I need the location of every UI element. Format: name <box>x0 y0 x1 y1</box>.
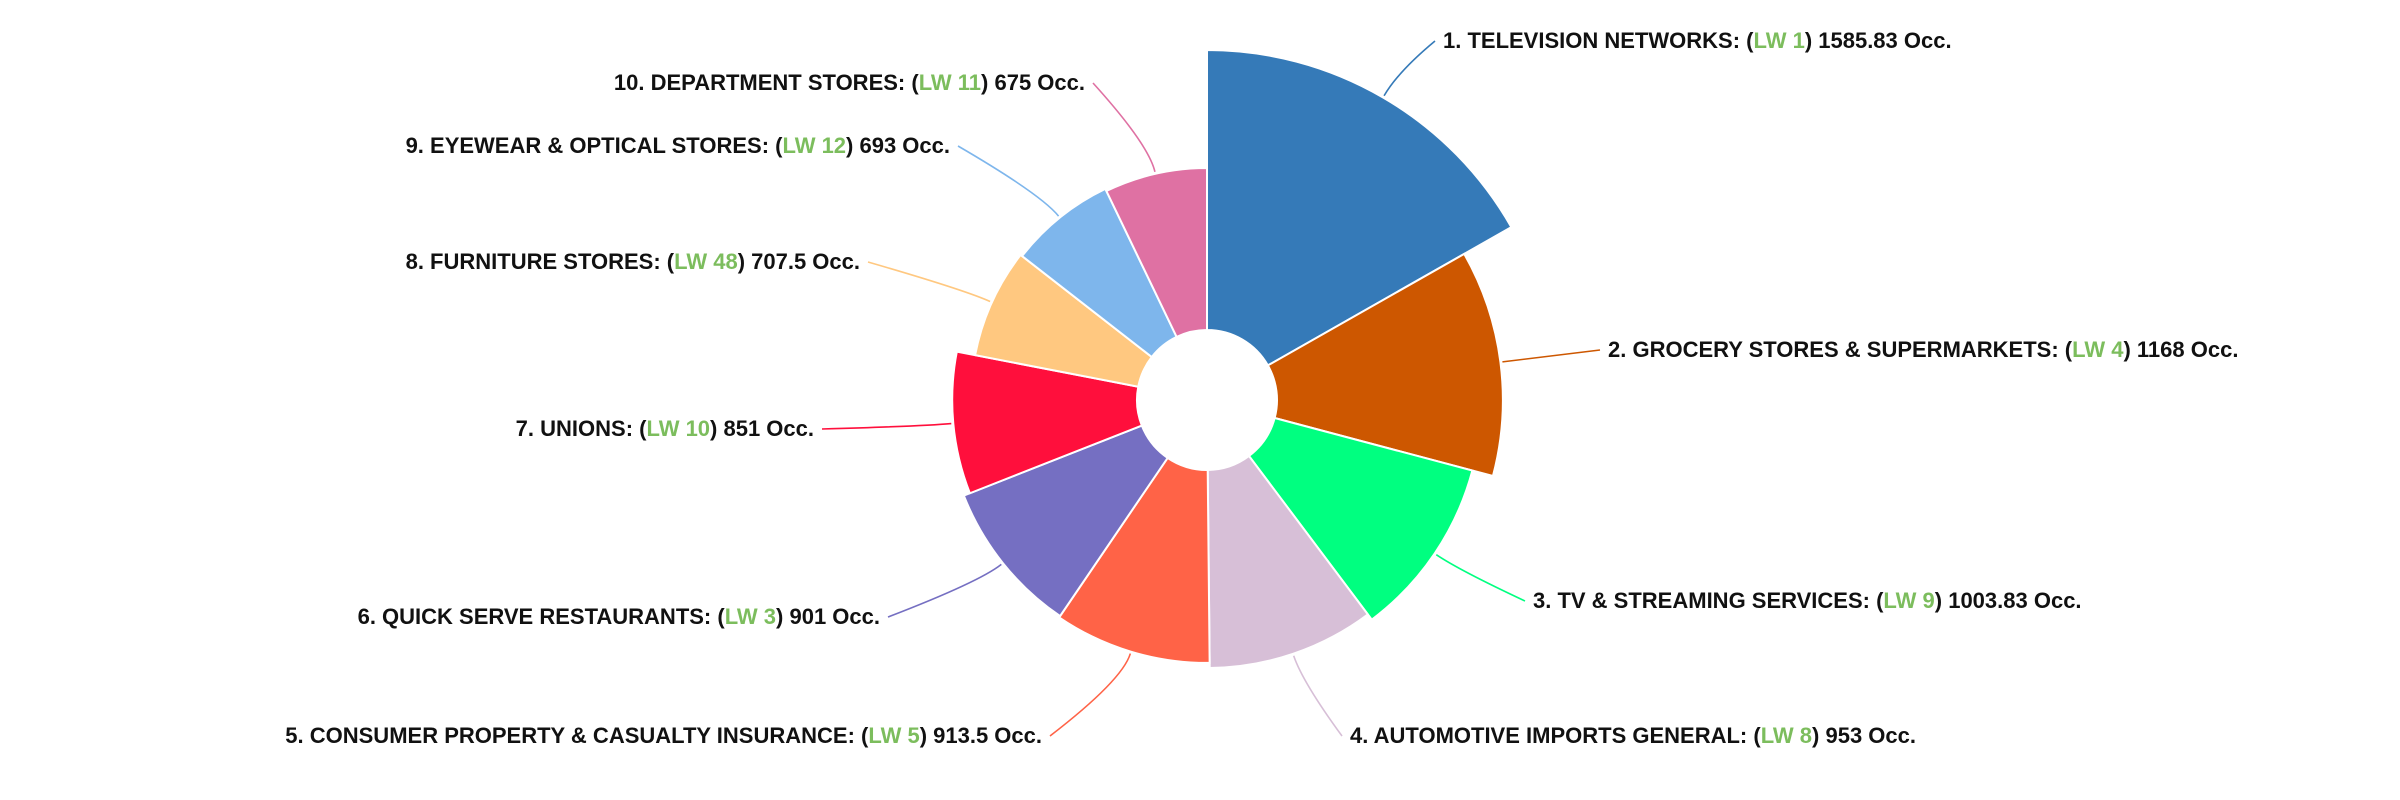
slice-label-value: ) 1168 Occ. <box>2123 337 2238 362</box>
slice-label-name: 8. FURNITURE STORES: ( <box>406 249 675 274</box>
slice-labels: 1. TELEVISION NETWORKS: (LW 1) 1585.83 O… <box>285 28 2238 748</box>
leader-line-4 <box>1292 655 1343 737</box>
pie-slice-2[interactable] <box>1266 252 1504 478</box>
slice-label-lw: LW 11 <box>919 70 981 95</box>
slice-label-9: 9. EYEWEAR & OPTICAL STORES: (LW 12) 693… <box>406 133 950 158</box>
leader-line-8 <box>867 261 991 303</box>
pie-slice-1[interactable] <box>1206 48 1513 367</box>
pie-slice-7[interactable] <box>951 350 1144 495</box>
leader-line-7 <box>821 422 952 430</box>
pie-slice-10[interactable] <box>1105 166 1208 339</box>
slice-label-8: 8. FURNITURE STORES: (LW 48) 707.5 Occ. <box>406 249 860 274</box>
slice-label-value: ) 675 Occ. <box>981 70 1085 95</box>
slice-label-6: 6. QUICK SERVE RESTAURANTS: (LW 3) 901 O… <box>358 604 880 629</box>
leader-line-6 <box>887 563 1002 618</box>
leader-line-10 <box>1092 82 1156 173</box>
slice-label-name: 6. QUICK SERVE RESTAURANTS: ( <box>358 604 726 629</box>
slice-label-lw: LW 12 <box>782 133 846 158</box>
leader-line-9 <box>957 145 1060 217</box>
pie-slices <box>951 48 1513 670</box>
pie-slice-3[interactable] <box>1247 416 1474 622</box>
slice-label-lw: LW 8 <box>1761 723 1812 748</box>
slice-label-name: 9. EYEWEAR & OPTICAL STORES: ( <box>406 133 784 158</box>
slice-label-lw: LW 5 <box>868 723 919 748</box>
slice-label-name: 1. TELEVISION NETWORKS: ( <box>1443 28 1754 53</box>
pie-slice-5[interactable] <box>1057 456 1211 664</box>
slice-label-lw: LW 9 <box>1883 588 1934 613</box>
slice-label-name: 7. UNIONS: ( <box>516 416 647 441</box>
slice-label-name: 3. TV & STREAMING SERVICES: ( <box>1533 588 1884 613</box>
slice-label-lw: LW 3 <box>725 604 776 629</box>
leader-line-1 <box>1383 40 1436 97</box>
pie-slice-9[interactable] <box>1020 187 1178 359</box>
slice-label-name: 5. CONSUMER PROPERTY & CASUALTY INSURANC… <box>285 723 869 748</box>
slice-label-4: 4. AUTOMOTIVE IMPORTS GENERAL: (LW 8) 95… <box>1350 723 1916 748</box>
leader-line-5 <box>1049 653 1132 737</box>
slice-label-7: 7. UNIONS: (LW 10) 851 Occ. <box>516 416 814 441</box>
pie-slice-8[interactable] <box>973 253 1154 388</box>
pie-slice-4[interactable] <box>1206 454 1370 670</box>
leader-line-3 <box>1435 554 1526 602</box>
slice-label-value: ) 1003.83 Occ. <box>1935 588 2082 613</box>
slice-label-value: ) 953 Occ. <box>1812 723 1916 748</box>
slice-label-value: ) 913.5 Occ. <box>920 723 1042 748</box>
slice-label-value: ) 1585.83 Occ. <box>1805 28 1952 53</box>
label-leader-lines <box>821 40 1601 737</box>
slice-label-2: 2. GROCERY STORES & SUPERMARKETS: (LW 4)… <box>1608 337 2238 362</box>
slice-label-lw: LW 1 <box>1753 28 1804 53</box>
slice-label-1: 1. TELEVISION NETWORKS: (LW 1) 1585.83 O… <box>1443 28 1952 53</box>
slice-label-lw: LW 10 <box>646 416 710 441</box>
slice-label-lw: LW 48 <box>674 249 738 274</box>
slice-label-5: 5. CONSUMER PROPERTY & CASUALTY INSURANC… <box>285 723 1042 748</box>
slice-label-lw: LW 4 <box>2072 337 2124 362</box>
slice-label-3: 3. TV & STREAMING SERVICES: (LW 9) 1003.… <box>1533 588 2082 613</box>
slice-label-value: ) 901 Occ. <box>776 604 880 629</box>
pie-slice-6[interactable] <box>962 424 1170 618</box>
slice-label-value: ) 851 Occ. <box>710 416 814 441</box>
slice-label-value: ) 693 Occ. <box>846 133 950 158</box>
slice-label-name: 10. DEPARTMENT STORES: ( <box>614 70 919 95</box>
slice-label-value: ) 707.5 Occ. <box>738 249 860 274</box>
slice-label-name: 2. GROCERY STORES & SUPERMARKETS: ( <box>1608 337 2073 362</box>
slice-label-10: 10. DEPARTMENT STORES: (LW 11) 675 Occ. <box>614 70 1085 95</box>
leader-line-2 <box>1502 349 1601 363</box>
slice-label-name: 4. AUTOMOTIVE IMPORTS GENERAL: ( <box>1350 723 1761 748</box>
